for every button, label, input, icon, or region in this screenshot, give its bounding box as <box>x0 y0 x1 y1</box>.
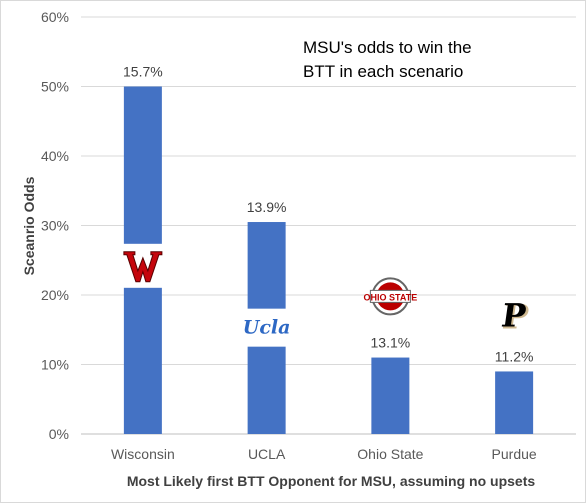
y-tick-label: 0% <box>49 426 69 442</box>
team-logos: Ucla OHIO STATE PP <box>116 243 531 347</box>
x-tick-label: UCLA <box>248 446 286 462</box>
bars <box>123 86 534 434</box>
x-tick-label: Purdue <box>492 446 537 462</box>
ohio-state-logo: OHIO STATE <box>364 277 418 316</box>
y-tick-label: 30% <box>41 218 69 234</box>
y-tick-label: 10% <box>41 357 69 373</box>
y-tick-label: 60% <box>41 9 69 25</box>
svg-text:P: P <box>499 297 528 335</box>
logo-backdrop <box>242 308 291 347</box>
gridlines <box>81 16 576 435</box>
y-tick-label: 50% <box>41 79 69 95</box>
bar-purdue <box>495 371 534 434</box>
x-axis-title: Most Likely first BTT Opponent for MSU, … <box>127 473 536 489</box>
annotation-line-2: BTT in each scenario <box>303 62 463 81</box>
x-tick-label: Ohio State <box>357 446 423 462</box>
data-label: 13.9% <box>247 199 287 215</box>
data-label: 13.1% <box>371 335 411 351</box>
y-tick-label: 40% <box>41 148 69 164</box>
y-axis-tick-labels: 0% 10% 20% 30% 40% 50% 60% <box>41 9 69 442</box>
annotation-line-1: MSU's odds to win the <box>303 38 472 57</box>
y-axis-title: Sceanrio Odds <box>21 176 37 275</box>
data-label: 15.7% <box>123 64 163 80</box>
ucla-logo: Ucla <box>243 317 291 339</box>
bar-ohio-state <box>371 357 410 434</box>
svg-text:OHIO STATE: OHIO STATE <box>364 292 418 302</box>
wisconsin-logo <box>123 251 163 283</box>
y-tick-label: 20% <box>41 287 69 303</box>
data-labels: 15.7% 13.9% 13.1% 11.2% <box>123 64 533 365</box>
x-tick-label: Wisconsin <box>111 446 175 462</box>
svg-text:P: P <box>500 298 531 338</box>
x-axis-tick-labels: Wisconsin UCLA Ohio State Purdue <box>111 446 537 462</box>
data-label: 11.2% <box>495 348 534 364</box>
purdue-logo: PP <box>499 297 531 338</box>
